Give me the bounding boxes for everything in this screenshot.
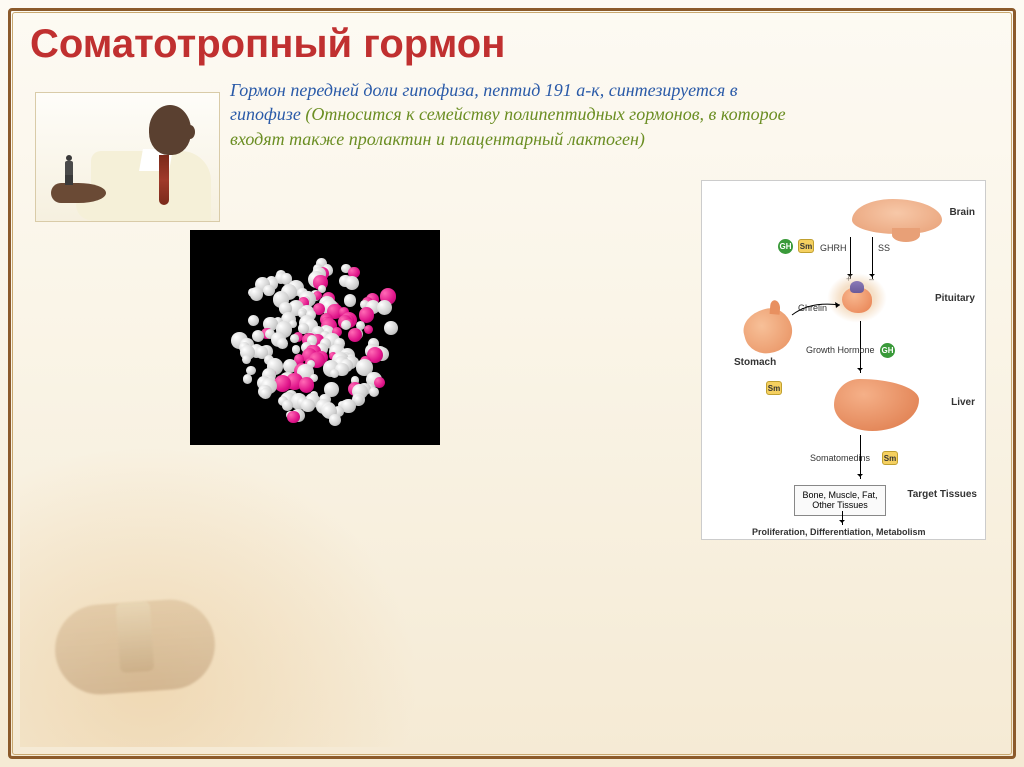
label-ss: SS bbox=[878, 243, 890, 253]
badge-sm-top: Sm bbox=[798, 239, 814, 253]
atom-white bbox=[243, 374, 253, 384]
label-liver: Liver bbox=[951, 397, 975, 408]
image-molecule bbox=[190, 230, 440, 445]
atom-white bbox=[369, 387, 379, 397]
arrow-tissue-out bbox=[842, 511, 843, 525]
label-gh: Growth Hormone bbox=[806, 345, 875, 355]
tiny-man bbox=[64, 155, 74, 185]
label-ghrh: GHRH bbox=[820, 243, 847, 253]
label-stomach: Stomach bbox=[734, 357, 776, 368]
atom-white bbox=[292, 345, 301, 354]
atom-pink bbox=[348, 328, 363, 343]
label-target: Target Tissues bbox=[907, 489, 977, 500]
badge-gh-mid: GH bbox=[880, 343, 895, 358]
slide-title: Соматотропный гормон bbox=[30, 22, 505, 67]
atom-white bbox=[345, 276, 359, 290]
atom-white bbox=[330, 369, 339, 378]
atom-pink bbox=[287, 411, 300, 424]
body-text: Гормон передней доли гипофиза, пептид 19… bbox=[230, 78, 790, 151]
badge-sm-liver: Sm bbox=[766, 381, 782, 395]
atom-white bbox=[344, 294, 357, 307]
atom-white bbox=[242, 355, 251, 364]
atom-white bbox=[248, 315, 259, 326]
label-bottom: Proliferation, Differentiation, Metaboli… bbox=[752, 527, 926, 537]
atom-white bbox=[277, 338, 288, 349]
giant-hand bbox=[51, 183, 106, 203]
label-somatomedins: Somatomedins bbox=[810, 453, 870, 463]
atom-white bbox=[341, 320, 351, 330]
atom-white bbox=[252, 330, 264, 342]
tissue-box: Bone, Muscle, Fat, Other Tissues bbox=[794, 485, 886, 516]
atom-white bbox=[377, 300, 392, 315]
stomach-shape bbox=[739, 304, 797, 359]
badge-sm-bottom: Sm bbox=[882, 451, 898, 465]
atom-white bbox=[282, 400, 293, 411]
pituitary-shape bbox=[842, 287, 872, 313]
atom-white bbox=[260, 388, 270, 398]
giant-ear bbox=[185, 125, 195, 139]
label-pituitary: Pituitary bbox=[935, 293, 975, 304]
background-gavel-band bbox=[116, 601, 155, 673]
liver-shape bbox=[834, 379, 919, 431]
giant-tie bbox=[159, 155, 169, 205]
atom-white bbox=[384, 321, 398, 335]
image-pathway-diagram: Brain GH Sm GHRH SS + – Pituitary Stomac… bbox=[701, 180, 986, 540]
atom-pink bbox=[374, 377, 385, 388]
atom-white bbox=[290, 334, 299, 343]
badge-gh-top: GH bbox=[778, 239, 793, 254]
arrow-stomach-pit bbox=[790, 299, 845, 319]
atom-white bbox=[250, 287, 263, 300]
brain-shape bbox=[852, 199, 942, 234]
image-size-contrast bbox=[35, 92, 220, 222]
body-line-2: (Относится к семейству полипептидных гор… bbox=[230, 104, 786, 148]
atom-pink bbox=[364, 325, 374, 335]
atom-white bbox=[329, 414, 341, 426]
label-brain: Brain bbox=[949, 207, 975, 218]
